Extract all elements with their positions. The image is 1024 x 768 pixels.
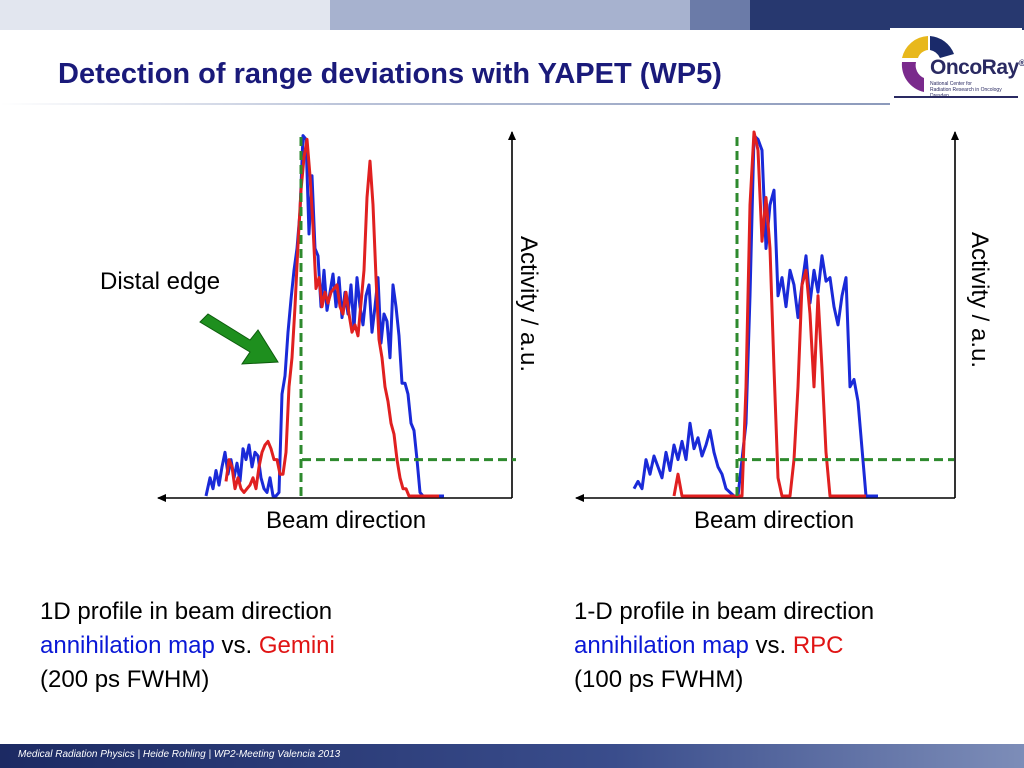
slide-title: Detection of range deviations with YAPET…	[58, 58, 722, 90]
left-series-gemini	[224, 137, 439, 498]
left-yaxis-label: Activity / a.u.	[515, 236, 542, 373]
footer-bar: Medical Radiation Physics | Heide Rohlin…	[0, 744, 1024, 768]
right-series-rpc	[672, 130, 866, 498]
logo-name: OncoRay®	[930, 56, 1024, 79]
right-series-annihilation-map	[632, 134, 878, 498]
right-caption-line2: annihilation map vs. RPC	[574, 632, 844, 659]
right-caption-line3: (100 ps FWHM)	[574, 666, 744, 693]
distal-edge-arrow-icon	[199, 313, 279, 365]
profile-charts	[157, 130, 959, 502]
left-caption-line2: annihilation map vs. Gemini	[40, 632, 335, 659]
left-caption-line1: 1D profile in beam direction	[40, 598, 333, 625]
header-band	[0, 0, 1024, 30]
distal-edge-label: Distal edge	[100, 268, 221, 295]
right-caption: 1-D profile in beam direction annihilati…	[574, 595, 874, 697]
footer-text: Medical Radiation Physics | Heide Rohlin…	[18, 749, 341, 760]
left-series-annihilation-map	[204, 134, 444, 498]
title-divider	[0, 103, 890, 105]
left-xaxis-label: Beam direction	[266, 507, 427, 534]
left-caption: 1D profile in beam direction annihilatio…	[40, 595, 335, 697]
oncoray-logo: OncoRay® National Center for Radiation R…	[890, 28, 1024, 104]
logo-subtitle: National Center for Radiation Research i…	[930, 81, 1002, 99]
right-yaxis-label: Activity / a.u.	[966, 232, 993, 369]
right-xaxis-label: Beam direction	[694, 507, 855, 534]
left-caption-line3: (200 ps FWHM)	[40, 666, 210, 693]
right-caption-line1: 1-D profile in beam direction	[574, 598, 875, 625]
logo-mark-icon	[890, 28, 1022, 104]
